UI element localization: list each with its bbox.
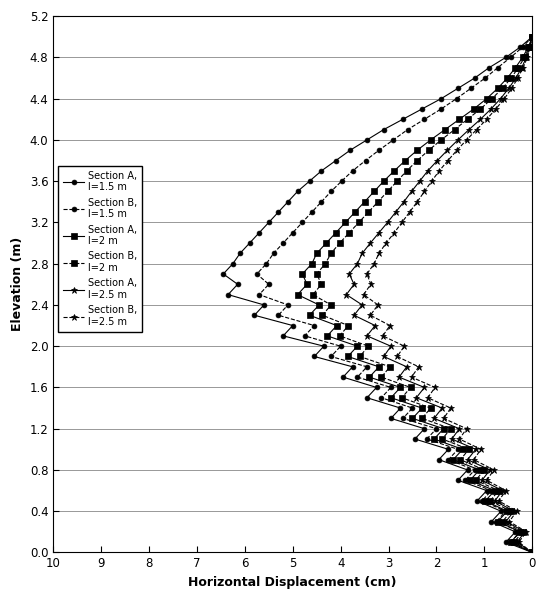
X-axis label: Horizontal Displacement (cm): Horizontal Displacement (cm) (189, 576, 397, 589)
Legend: Section A,
l=1.5 m, Section B,
l=1.5 m, Section A,
l=2 m, Section B,
l=2 m, Sect: Section A, l=1.5 m, Section B, l=1.5 m, … (58, 166, 142, 332)
Y-axis label: Elevation (m): Elevation (m) (11, 237, 24, 331)
